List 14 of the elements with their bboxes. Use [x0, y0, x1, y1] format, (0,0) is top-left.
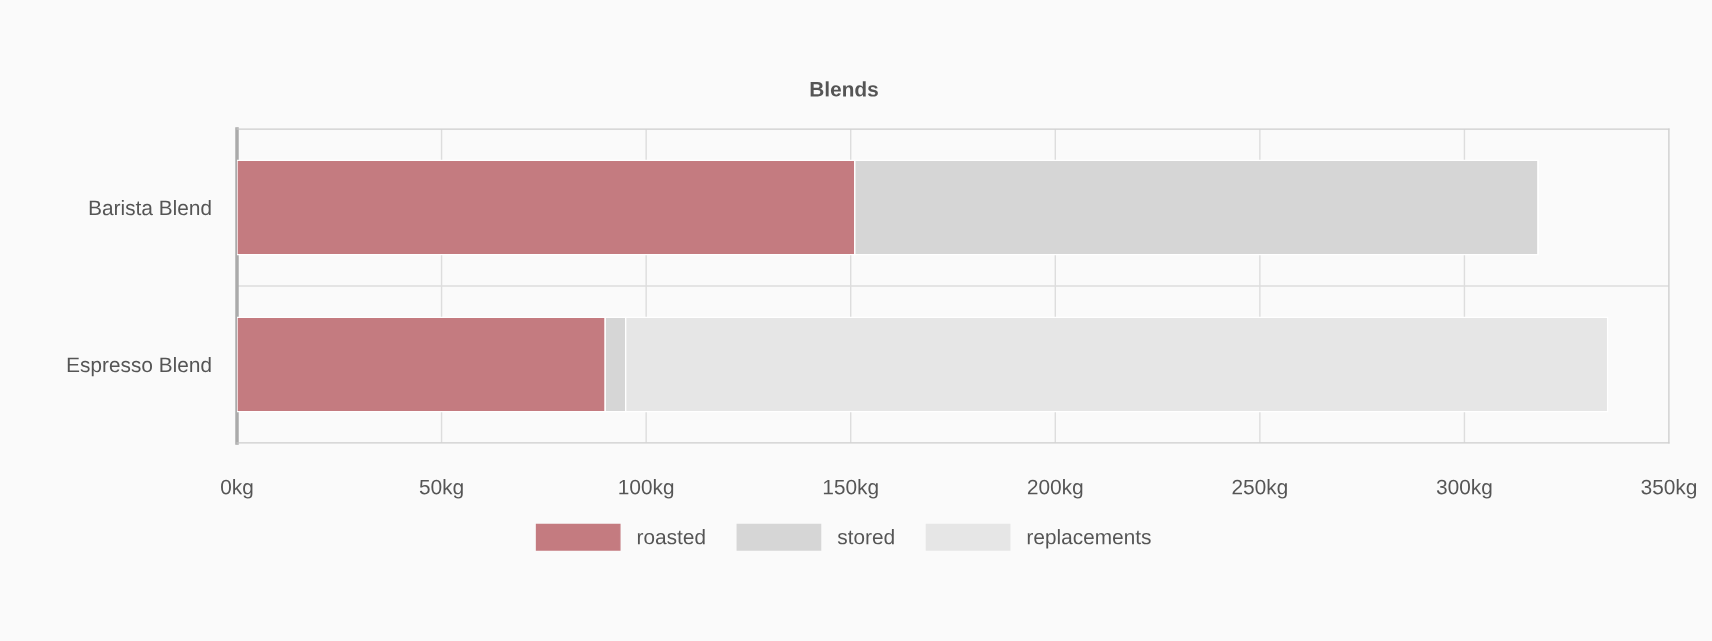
x-tick-label: 0kg [221, 479, 253, 499]
y-tick-label: Barista Blend [89, 199, 211, 216]
chart-title: Blends [810, 81, 878, 97]
legend-label: replacements [1027, 529, 1151, 549]
x-tick-label: 100kg [619, 479, 674, 499]
x-tick-label: 350kg [1641, 479, 1697, 499]
legend-label: roasted [637, 529, 705, 545]
x-tick-label: 300kg [1436, 479, 1492, 499]
x-tick-label: 200kg [1027, 479, 1083, 499]
x-tick-label: 50kg [419, 479, 463, 499]
y-tick-label: Espresso Blend [67, 356, 211, 377]
x-tick-label: 150kg [823, 479, 878, 499]
legend-label: stored [837, 529, 894, 545]
x-tick-label: 250kg [1232, 479, 1287, 499]
